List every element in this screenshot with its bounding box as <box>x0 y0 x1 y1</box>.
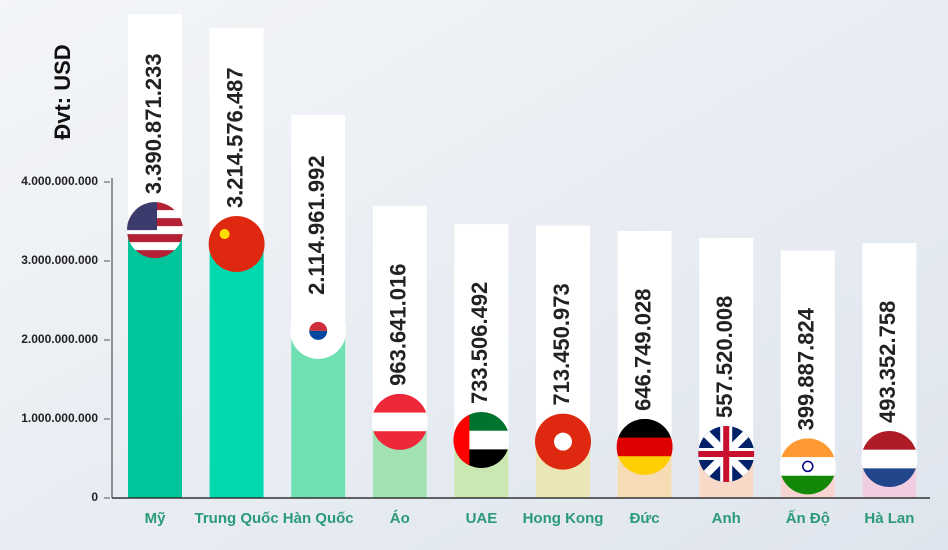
flag-part <box>861 449 918 469</box>
y-tick-label: 3.000.000.000 <box>21 253 98 267</box>
x-tick-label: Hà Lan <box>864 510 914 527</box>
flag-part <box>208 216 265 273</box>
flag-part <box>371 393 428 414</box>
flag-part <box>127 226 183 235</box>
value-label: 2.114.961.992 <box>304 155 329 294</box>
flag <box>779 438 836 495</box>
x-tick-label: Anh <box>712 510 741 527</box>
flag-part <box>127 250 183 259</box>
flag <box>535 413 591 470</box>
flag-part <box>616 456 673 475</box>
flag-part <box>779 457 836 477</box>
flag-part <box>779 438 836 458</box>
value-label: 557.520.008 <box>712 296 737 418</box>
flag <box>208 216 265 273</box>
x-tick-label: Ấn Độ <box>786 510 830 527</box>
flag-part <box>371 412 428 432</box>
value-label: 646.749.028 <box>630 289 655 411</box>
flag-part <box>309 321 328 331</box>
value-label: 399.887.824 <box>794 307 819 430</box>
x-tick-label: Hàn Quốc <box>283 510 354 527</box>
flag-part <box>453 412 470 469</box>
y-tick-label: 4.000.000.000 <box>21 174 98 188</box>
value-label: 3.390.871.233 <box>141 53 166 194</box>
flag-part <box>779 475 836 495</box>
value-label: 733.506.492 <box>467 282 492 404</box>
flag <box>861 431 918 488</box>
flag-part <box>309 330 328 340</box>
x-tick-label: Áo <box>390 510 410 527</box>
flag-part <box>219 229 230 240</box>
flag-part <box>698 425 755 482</box>
flag <box>290 302 347 359</box>
flag <box>616 418 673 475</box>
flag-part <box>371 431 428 450</box>
flag <box>698 425 755 482</box>
flag-part <box>616 437 673 457</box>
x-tick-label: Mỹ <box>145 510 166 527</box>
flag-part <box>127 234 183 243</box>
bar <box>128 230 182 499</box>
flag-part <box>127 242 183 251</box>
flag-part <box>616 418 673 439</box>
x-tick-label: Đức <box>630 510 660 527</box>
x-tick-label: UAE <box>466 510 498 527</box>
flag <box>371 393 428 450</box>
axis-label: Đvt: USD <box>50 44 75 139</box>
value-label: 493.352.758 <box>875 301 900 423</box>
flag-part <box>861 431 918 451</box>
y-tick-label: 1.000.000.000 <box>21 411 98 425</box>
flag-part <box>802 460 814 473</box>
y-tick-label: 0 <box>91 490 98 504</box>
y-tick-label: 2.000.000.000 <box>21 332 98 346</box>
bar <box>209 244 264 498</box>
flag-part <box>554 432 572 451</box>
flag <box>453 412 510 469</box>
value-label: 713.450.973 <box>549 283 574 405</box>
x-tick-label: Hong Kong <box>523 510 604 527</box>
value-label: 963.641.016 <box>386 264 411 386</box>
flag-part <box>861 468 918 488</box>
value-label: 3.214.576.487 <box>222 67 247 208</box>
x-tick-label: Trung Quốc <box>195 510 279 527</box>
